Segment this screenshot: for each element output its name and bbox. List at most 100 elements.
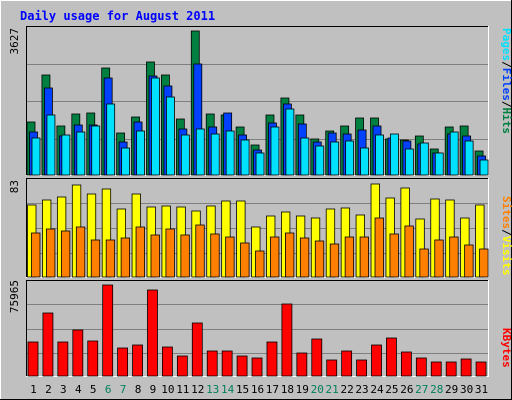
kbytes-bar — [147, 289, 158, 377]
x-tick-label: 3 — [60, 383, 67, 396]
x-tick-label: 4 — [75, 383, 82, 396]
sites-bar — [240, 242, 250, 278]
kbytes-bar — [400, 351, 412, 377]
pages-bar — [136, 130, 145, 176]
x-tick-label: 7 — [120, 383, 127, 396]
x-tick-label: 14 — [221, 383, 235, 396]
legend-visits: Visits — [500, 236, 512, 276]
sites-bar — [479, 248, 489, 278]
svg-text:KBytes: KBytes — [500, 328, 512, 368]
kbytes-bar — [87, 340, 99, 377]
kbytes-bar — [236, 355, 248, 377]
kbytes-bar — [311, 338, 323, 377]
pages-bar — [345, 140, 355, 176]
kbytes-bar — [460, 358, 472, 377]
chart-bars — [26, 30, 489, 377]
kbytes-bar — [445, 361, 457, 377]
kbytes-bar — [251, 357, 263, 377]
pages-bar — [106, 103, 116, 176]
kbytes-bar — [386, 337, 397, 377]
x-tick-label: 23 — [355, 383, 368, 396]
pages-bar — [479, 159, 489, 176]
sites-bar — [195, 224, 205, 278]
x-tick-label: 15 — [236, 383, 249, 396]
hits-panel-ymax-label: 3627 — [8, 28, 21, 55]
kbytes-panel-legend: KBytes — [500, 328, 512, 368]
sites-bar — [359, 236, 369, 278]
pages-bar — [61, 134, 71, 176]
hits-panel-legend: Pages/Files/Hits — [500, 28, 512, 134]
sites-bar — [404, 225, 414, 278]
svg-text:Sites/Visits: Sites/Visits — [500, 196, 512, 276]
legend-hits: Hits — [500, 108, 512, 135]
sites-bar — [374, 217, 384, 278]
pages-bar — [210, 133, 220, 176]
x-tick-label: 26 — [400, 383, 413, 396]
sites-bar — [464, 244, 474, 278]
x-tick-label: 5 — [90, 383, 97, 396]
sites-bar — [329, 243, 340, 278]
sites-bar — [46, 228, 56, 278]
pages-bar — [360, 147, 369, 176]
x-tick-label: 20 — [311, 383, 324, 396]
x-tick-label: 25 — [385, 383, 398, 396]
sites-bar — [419, 248, 429, 278]
kbytes-bar — [72, 329, 84, 377]
legend-pages: Pages — [500, 28, 512, 61]
pages-bar — [464, 140, 474, 176]
pages-bar — [240, 139, 250, 176]
kbytes-bar — [266, 341, 278, 377]
x-tick-label: 29 — [445, 383, 458, 396]
x-tick-label: 8 — [135, 383, 142, 396]
x-tick-label: 12 — [191, 383, 204, 396]
x-tick-label: 16 — [251, 383, 264, 396]
x-tick-label: 30 — [460, 383, 473, 396]
kbytes-bar — [221, 350, 233, 377]
x-tick-label: 1 — [30, 383, 37, 396]
sites-bar — [225, 236, 235, 278]
kbytes-bar — [42, 312, 54, 377]
sites-bar — [389, 233, 399, 278]
x-tick-label: 27 — [415, 383, 428, 396]
kbytes-bar — [132, 344, 143, 377]
sites-bar — [31, 232, 41, 278]
pages-bar — [151, 77, 160, 176]
kbytes-bar — [371, 344, 382, 377]
sites-bar — [449, 236, 459, 278]
pages-bar — [195, 128, 205, 176]
sites-bar — [120, 237, 131, 278]
sites-bar — [299, 237, 310, 278]
kbytes-bar — [57, 341, 69, 377]
sites-bar — [60, 230, 71, 278]
kbytes-panel-ymax-label: 75965 — [8, 280, 21, 313]
pages-bar — [300, 137, 310, 176]
sites-bar — [285, 232, 295, 278]
svg-text:Pages/Files/Hits: Pages/Files/Hits — [500, 28, 512, 134]
pages-bar — [91, 125, 101, 176]
sites-bar — [255, 250, 265, 278]
pages-bar — [270, 126, 280, 176]
x-tick-label: 31 — [475, 383, 488, 396]
x-tick-label: 13 — [206, 383, 219, 396]
sites-bar — [105, 239, 116, 278]
sites-bar — [344, 236, 355, 278]
visits-panel-ymax-label: 83 — [8, 180, 21, 193]
pages-bar — [31, 137, 41, 176]
sites-bar — [314, 240, 325, 278]
x-tick-label: 11 — [176, 383, 189, 396]
kbytes-bar — [341, 350, 353, 377]
sites-bar — [150, 234, 160, 278]
pages-bar — [180, 134, 190, 176]
kbytes-bar — [176, 355, 188, 377]
x-tick-label: 17 — [266, 383, 279, 396]
kbytes-bar — [102, 284, 114, 377]
kbytes-bar — [475, 361, 487, 377]
pages-bar — [225, 130, 235, 176]
pages-bar — [46, 114, 56, 176]
x-tick-label: 9 — [150, 383, 157, 396]
legend-sites: Sites — [500, 196, 512, 229]
kbytes-bar — [206, 350, 218, 377]
pages-bar — [285, 108, 295, 176]
kbytes-bar — [162, 346, 173, 377]
